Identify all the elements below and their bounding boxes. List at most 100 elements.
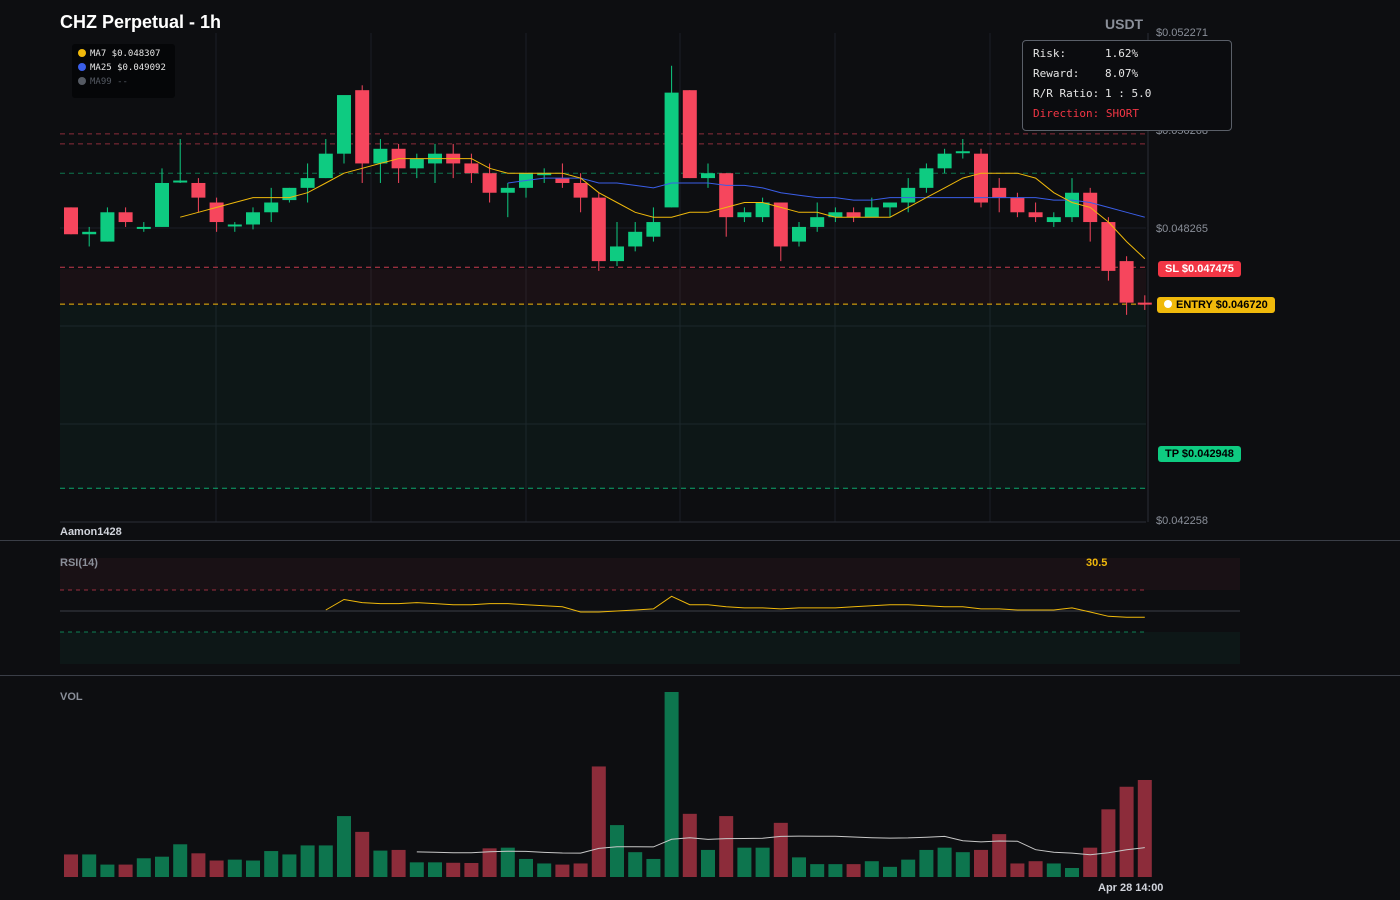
candle-body [773, 202, 788, 247]
risk-value: 1.62% [1105, 47, 1139, 60]
volume-bar [373, 850, 388, 877]
volume-bar [773, 822, 788, 877]
volume-bar [1046, 863, 1061, 877]
volume-bar [246, 860, 260, 877]
candle-body [482, 173, 497, 193]
candle-body [82, 231, 97, 235]
candle-body [1010, 197, 1025, 213]
level-lines [60, 133, 1146, 489]
candle-body [682, 90, 697, 179]
volume-bar [937, 847, 952, 877]
direction-row: Direction: SHORT [1033, 107, 1139, 120]
ma-lines [180, 158, 1146, 260]
candle-body [992, 187, 1007, 198]
take-profit-tag: TP $0.042948 [1158, 446, 1241, 462]
volume-bar [992, 834, 1007, 877]
candle-body [628, 231, 643, 247]
panel-separator [0, 675, 1400, 676]
candle-body [664, 92, 679, 208]
entry-tag-label: ENTRY $0.046720 [1176, 299, 1268, 311]
volume-bar [737, 847, 752, 877]
volume-bar [209, 860, 224, 877]
volume-bar [701, 849, 715, 877]
candle-body [500, 187, 515, 193]
legend-ma99: MA99 -- [78, 75, 175, 89]
candle-body [901, 187, 916, 203]
volume-bar [446, 862, 461, 877]
candle-body [937, 153, 952, 169]
volume-bars [64, 692, 1152, 877]
candle-body [373, 148, 388, 164]
volume-bar [810, 864, 825, 877]
ma99-dot-icon [78, 77, 86, 85]
volume-bar [901, 859, 916, 877]
rsi-overbought-zone [60, 558, 1240, 590]
volume-bar [82, 854, 97, 877]
candle-body [555, 178, 570, 183]
candle-body [118, 212, 133, 223]
reward-value: 8.07% [1105, 67, 1139, 80]
volume-bar [591, 766, 606, 877]
ma7-line [180, 158, 1146, 260]
y-tick-label: $0.052271 [1156, 27, 1208, 39]
volume-bar [118, 864, 133, 877]
reward-key: Reward: [1033, 67, 1080, 80]
take-profit-zone [60, 305, 1146, 489]
rr-row: R/R Ratio: 1 : 5.0 [1033, 84, 1231, 104]
volume-bar [264, 851, 279, 877]
volume-bar [573, 863, 588, 877]
candle-body [573, 182, 588, 198]
candle-body [264, 202, 279, 213]
volume-bar [883, 866, 897, 877]
volume-bar [136, 858, 151, 877]
volume-label: VOL [60, 691, 83, 703]
candle-body [974, 153, 988, 203]
volume-bar [337, 816, 351, 877]
candle-body [246, 212, 260, 225]
volume-bar [1101, 809, 1116, 877]
candle-body [355, 90, 370, 164]
volume-bar [919, 849, 934, 877]
candle-body [337, 95, 351, 154]
candle-body [1137, 302, 1152, 305]
risk-key: Risk: [1033, 47, 1067, 60]
quote-currency: USDT [1105, 16, 1144, 32]
candle-body [1101, 222, 1116, 271]
stop-loss-zone [60, 269, 1146, 305]
volume-bar [318, 845, 333, 877]
volume-bar [100, 864, 115, 877]
candle-body [719, 173, 734, 218]
volume-bar [191, 853, 206, 877]
candle-body [409, 158, 424, 169]
legend-ma7-label: MA7 $0.048307 [90, 49, 161, 59]
candle-body [537, 173, 552, 176]
legend-ma7: MA7 $0.048307 [78, 47, 175, 61]
volume-bar [409, 862, 424, 877]
candle-body [209, 202, 224, 223]
volume-bar [792, 857, 806, 877]
candle-body [828, 212, 843, 218]
rsi-oversold-zone [60, 632, 1240, 664]
volume-ma-line [416, 835, 1145, 856]
ma7-dot-icon [78, 49, 86, 57]
volume-bar [755, 847, 770, 877]
legend-ma25-label: MA25 $0.049092 [90, 63, 166, 73]
candle-body [100, 212, 115, 242]
ma25-line [507, 177, 1145, 218]
volume-bar [555, 864, 570, 877]
volume-bar [864, 861, 879, 877]
candle-body [955, 151, 970, 154]
volume-bar [391, 849, 406, 877]
volume-bar [846, 864, 861, 877]
candle-body [1119, 261, 1134, 303]
candle-body [646, 222, 661, 237]
entry-tag: ENTRY $0.046720 [1157, 297, 1275, 313]
volume-bar [828, 864, 843, 877]
volume-bar [1083, 847, 1098, 877]
rr-key: R/R Ratio: [1033, 87, 1100, 100]
candle-body [173, 180, 188, 183]
candle-body [883, 202, 897, 208]
x-time-label: Apr 28 14:00 [1098, 882, 1164, 894]
volume-bar [1119, 786, 1134, 877]
